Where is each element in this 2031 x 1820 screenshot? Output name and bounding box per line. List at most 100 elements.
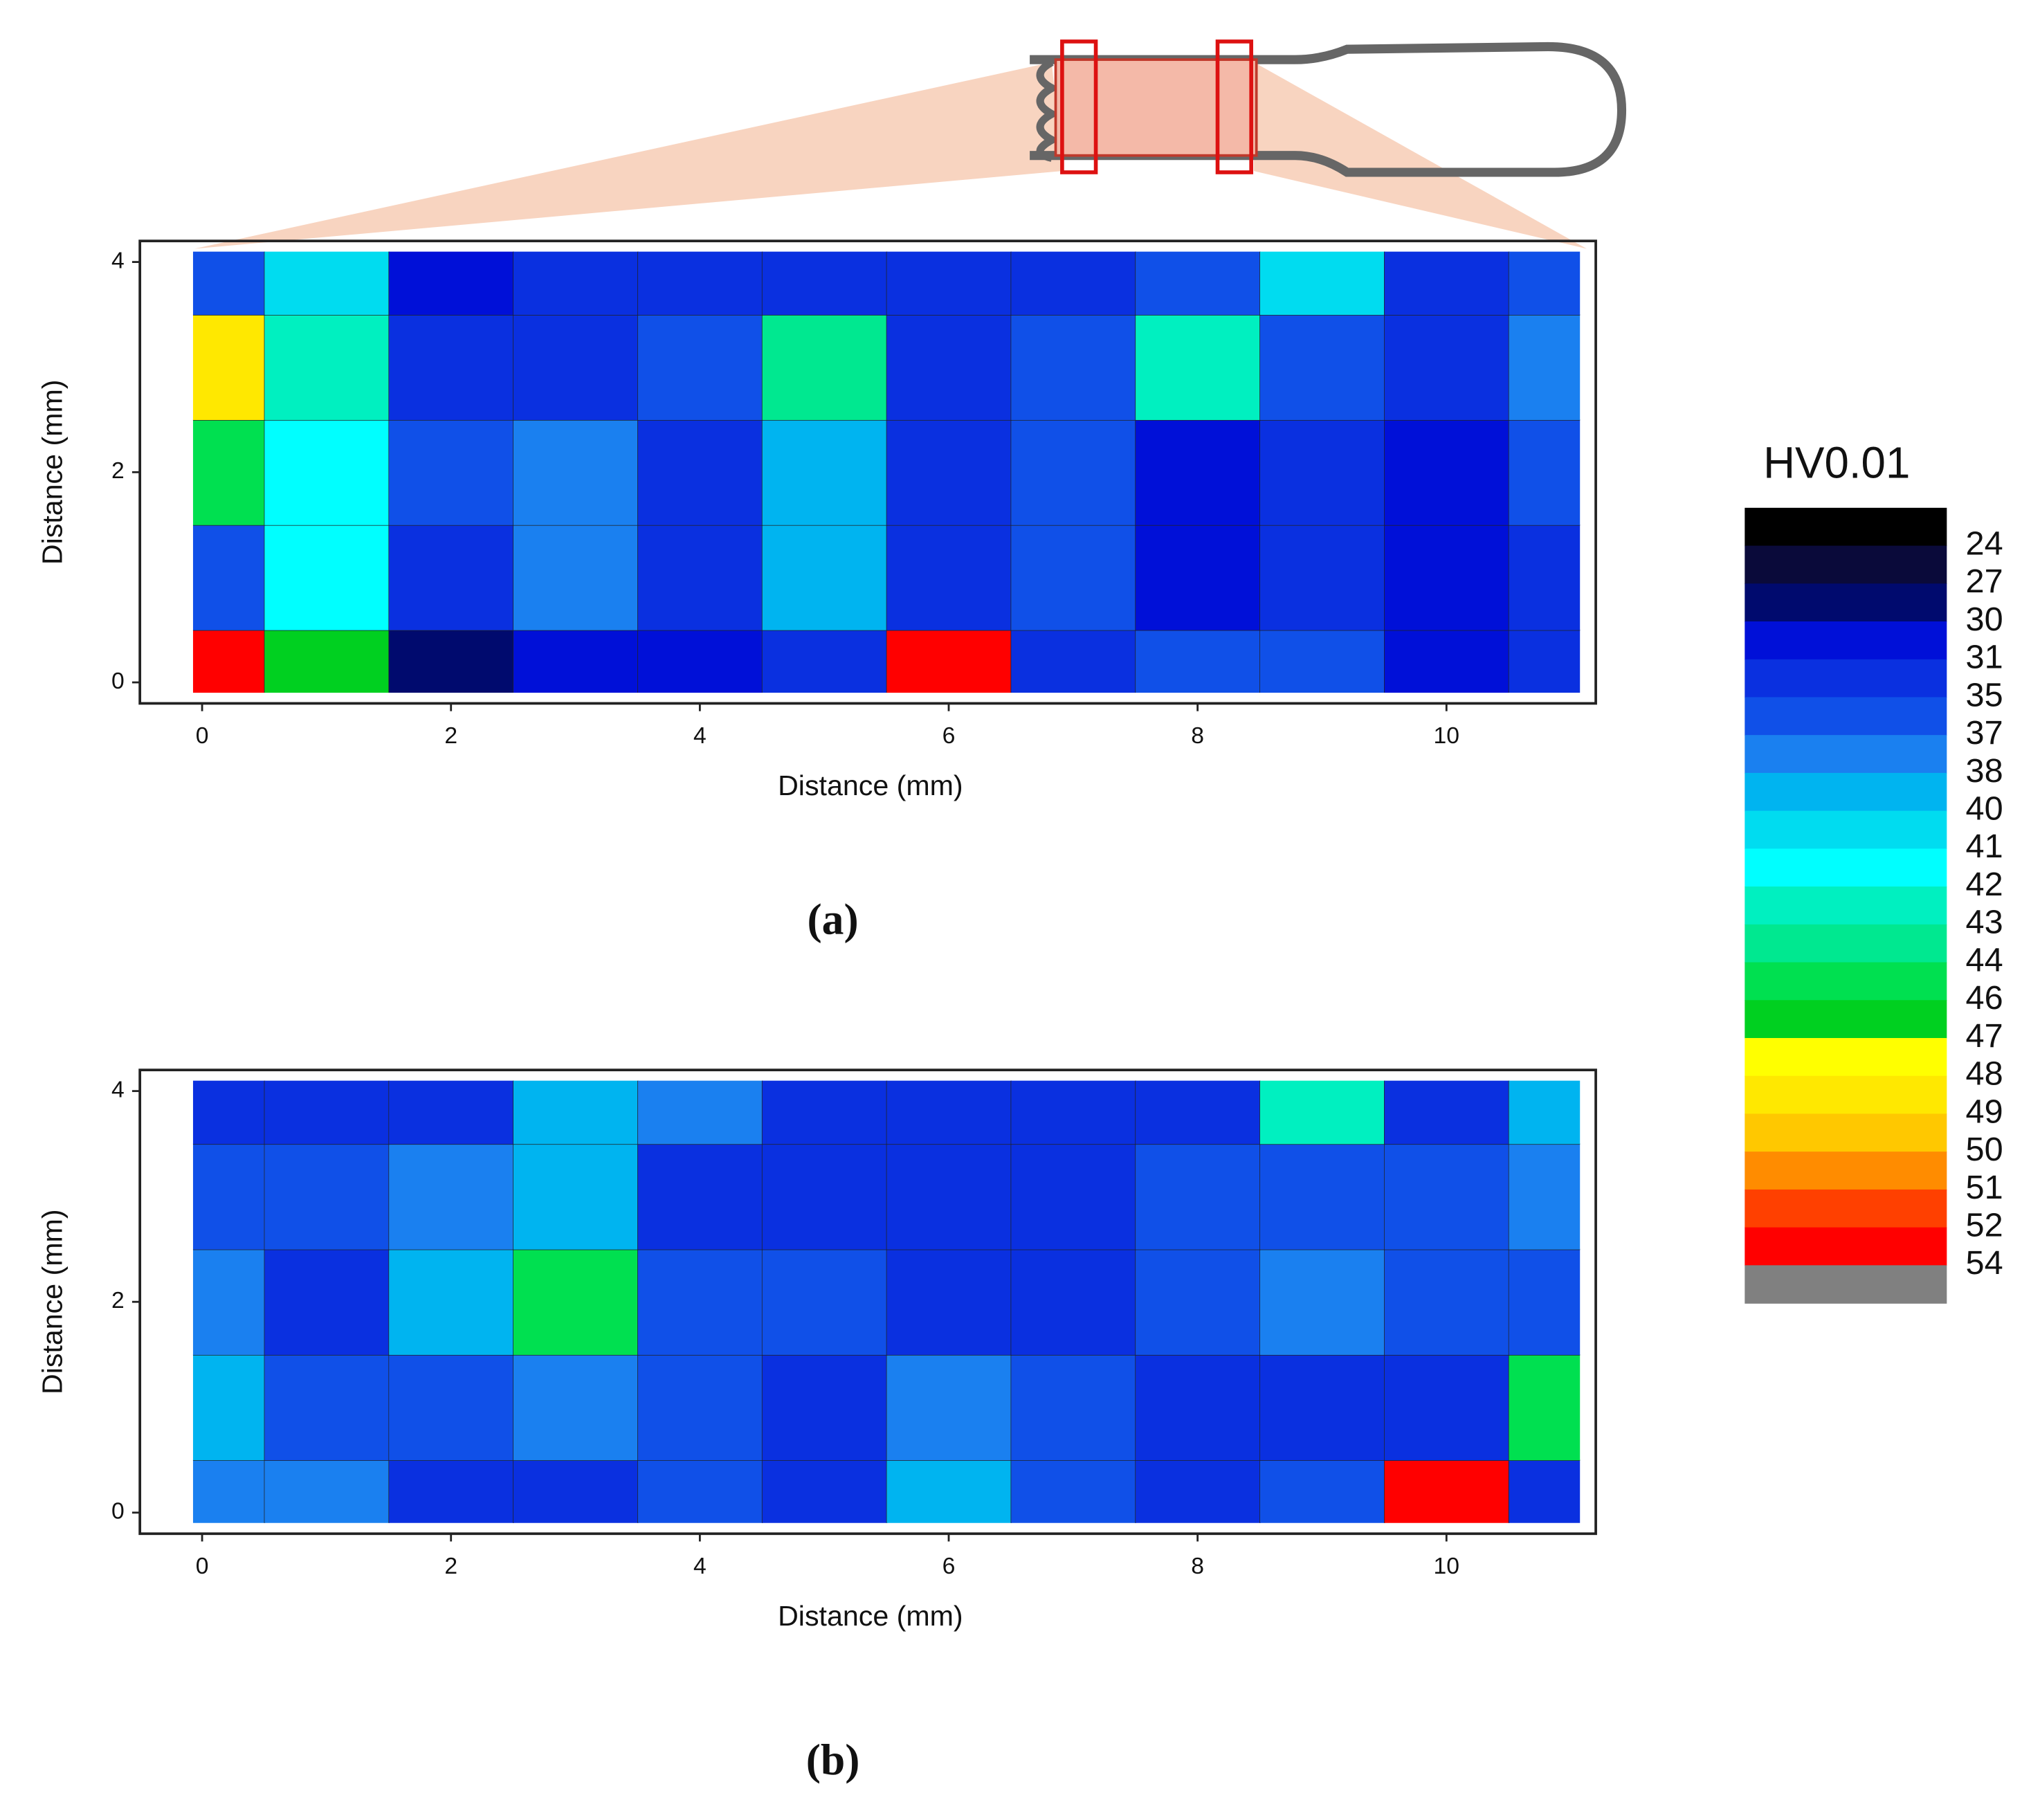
cell [264,1459,390,1523]
y-tick-label: 0 [111,1499,125,1525]
y-tick-label: 4 [111,1077,125,1103]
cell [886,251,1012,316]
cell [1135,251,1261,316]
colorbar-band [1745,583,1947,622]
cell [1010,251,1137,316]
cell [761,1248,888,1356]
x-tick-label: 8 [1191,723,1204,749]
cell [886,314,1012,421]
cell [192,1080,266,1145]
cell [388,314,514,421]
cell [1383,1459,1510,1523]
colorbar-label: 44 [1966,941,2003,979]
cell [1135,419,1261,526]
cell [264,419,390,526]
colorbar-label: 38 [1966,752,2003,790]
cell [264,1248,390,1356]
cell [192,1248,266,1356]
cell [1135,1354,1261,1461]
cell [1010,419,1137,526]
x-tick-label: 10 [1434,1554,1459,1579]
cell [388,524,514,631]
panel-label: (a) [807,894,858,943]
cell [192,1143,266,1250]
cell [637,1143,763,1250]
cell [637,1354,763,1461]
cell [1508,251,1581,316]
colorbar-band [1745,1037,1947,1077]
cell [513,251,639,316]
cell [1508,1143,1581,1250]
cell [761,1354,888,1461]
cell [388,1143,514,1250]
colorbar-label: 49 [1966,1093,2003,1130]
cell [637,524,763,631]
colorbar-band [1745,621,1947,660]
cell [513,314,639,421]
colorbar-band [1745,1000,1947,1039]
x-tick-label: 0 [196,1554,209,1579]
cell [886,1248,1012,1356]
colorbar-label: 47 [1966,1017,2003,1055]
colorbar-band [1745,735,1947,774]
x-tick-label: 10 [1434,723,1459,749]
colorbar-label: 31 [1966,639,2003,676]
cell [1010,314,1137,421]
cell [1010,1080,1137,1145]
heatmap [192,251,1581,693]
cell [1508,1459,1581,1523]
cell [1135,1248,1261,1356]
cell [637,251,763,316]
colorbar-band [1745,848,1947,887]
cell [1135,1459,1261,1523]
cell [761,251,888,316]
cell [192,1354,266,1461]
cell [1508,629,1581,693]
cell [1135,524,1261,631]
cell [761,314,888,421]
colorbar-label: 40 [1966,790,2003,827]
cell [192,524,266,631]
colorbar-label: 43 [1966,904,2003,941]
cell [761,1143,888,1250]
colorbar-label: 42 [1966,866,2003,903]
x-tick-label: 6 [942,723,956,749]
colorbar-title: HV0.01 [1763,439,1910,488]
colorbar-band [1745,772,1947,812]
cell [886,419,1012,526]
cell [637,314,763,421]
cell [886,524,1012,631]
cell [1010,1143,1137,1250]
cell [388,629,514,693]
colorbar-band [1745,1075,1947,1115]
panel-label: (b) [806,1735,860,1784]
cell [513,1143,639,1250]
y-tick-label: 4 [111,248,125,273]
cell [388,1248,514,1356]
colorbar-label: 24 [1966,525,2003,562]
cell [192,419,266,526]
x-tick-label: 0 [196,723,209,749]
cell [264,251,390,316]
cell [513,1080,639,1145]
cell [1259,1080,1385,1145]
cell [264,1080,390,1145]
cell [1259,1354,1385,1461]
cell [264,1143,390,1250]
cell [886,1354,1012,1461]
colorbar-band [1745,1265,1947,1304]
x-tick-label: 8 [1191,1554,1204,1579]
cell [192,1459,266,1523]
cell [1383,629,1510,693]
cell [513,1354,639,1461]
cell [513,1248,639,1356]
colorbar-label: 54 [1966,1244,2003,1282]
specimen-diagram [194,39,1627,249]
x-axis-label: Distance (mm) [778,1600,963,1632]
cell [761,629,888,693]
colorbar-band [1745,1152,1947,1190]
colorbar-band [1745,1189,1947,1228]
cell [1010,1459,1137,1523]
x-axis-label: Distance (mm) [778,770,963,801]
